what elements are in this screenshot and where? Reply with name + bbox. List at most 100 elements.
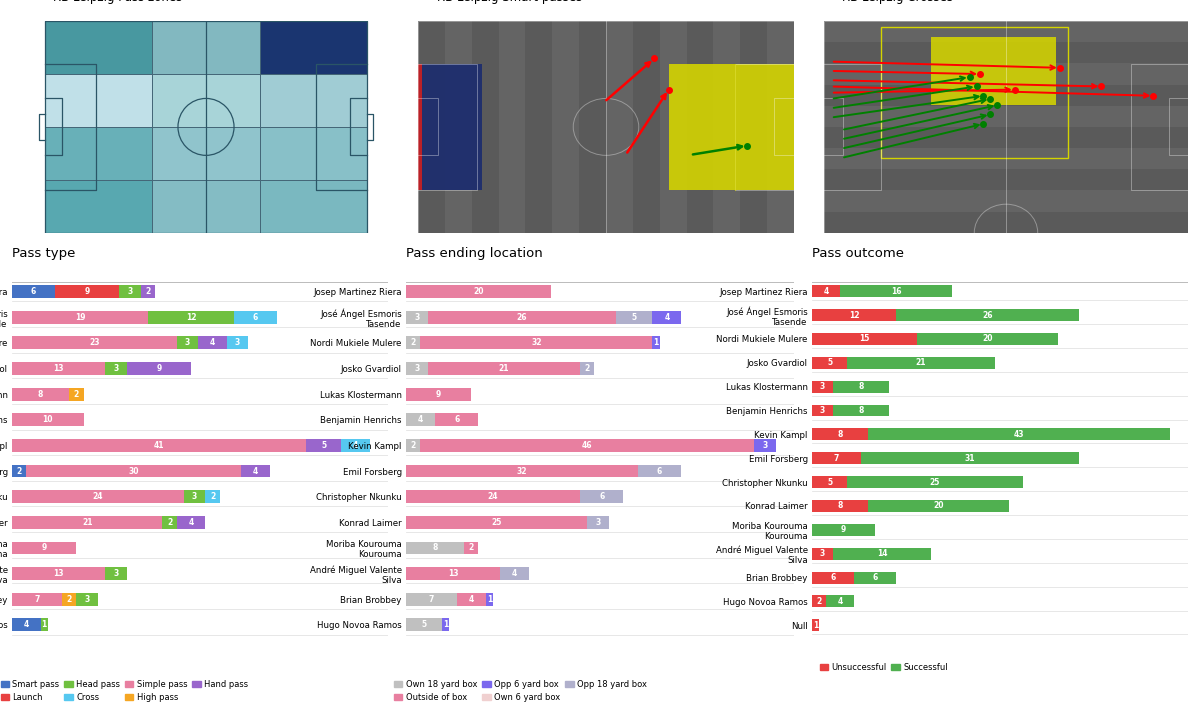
Text: 6: 6 (830, 573, 835, 582)
Bar (234, 311, 277, 324)
Text: 25: 25 (491, 518, 502, 527)
Text: 2: 2 (816, 597, 822, 606)
Bar (767, 21, 794, 233)
Bar (740, 21, 767, 233)
Bar (472, 21, 498, 233)
Text: 32: 32 (532, 338, 541, 348)
Bar (126, 362, 191, 375)
Bar (653, 311, 682, 324)
Text: 20: 20 (934, 501, 943, 510)
Bar (406, 286, 551, 298)
Text: 3: 3 (84, 595, 90, 603)
Bar (70, 388, 84, 400)
Bar (526, 21, 552, 233)
Text: 19: 19 (74, 313, 85, 321)
Text: 1: 1 (42, 620, 47, 630)
Text: 2: 2 (17, 467, 22, 476)
Text: 3: 3 (414, 364, 420, 373)
Bar (12, 439, 306, 452)
Bar (812, 286, 840, 297)
Bar (12, 286, 55, 298)
Text: 2: 2 (167, 518, 172, 527)
Bar (896, 309, 1079, 321)
Bar (824, 106, 1188, 127)
Bar (120, 286, 140, 298)
Text: 9: 9 (841, 525, 846, 534)
Bar (406, 516, 587, 529)
Bar (41, 618, 48, 631)
Bar (12, 388, 70, 400)
Bar (812, 381, 833, 393)
Bar (106, 362, 126, 375)
Text: 6: 6 (872, 573, 878, 582)
Bar (406, 311, 427, 324)
Bar (12, 541, 77, 554)
Bar (824, 212, 1188, 233)
Text: 1: 1 (487, 595, 492, 603)
Bar (227, 336, 248, 349)
Bar (457, 593, 486, 606)
Bar (498, 21, 526, 233)
Bar (931, 37, 1056, 105)
Bar (917, 333, 1057, 345)
Bar (418, 21, 445, 233)
Text: 2: 2 (145, 287, 151, 296)
Bar (824, 42, 1188, 63)
Bar (754, 439, 775, 452)
Bar (12, 311, 148, 324)
Bar (406, 490, 580, 503)
Bar (162, 516, 176, 529)
Bar (427, 311, 616, 324)
Bar (714, 21, 740, 233)
Text: 4: 4 (823, 287, 829, 295)
Bar (46, 74, 152, 127)
Bar (406, 388, 472, 400)
Bar (826, 596, 854, 608)
Text: 4: 4 (838, 597, 842, 606)
Bar (406, 618, 443, 631)
Bar (881, 27, 1068, 158)
Text: 12: 12 (186, 313, 197, 321)
Bar (445, 21, 472, 233)
Text: 2: 2 (410, 441, 416, 450)
Bar (812, 405, 833, 417)
Bar (500, 568, 529, 580)
Bar (824, 148, 1188, 169)
Text: RB Leipzig Smart passes: RB Leipzig Smart passes (437, 0, 582, 4)
Text: 12: 12 (848, 310, 859, 319)
Bar (833, 381, 889, 393)
Text: 20: 20 (473, 287, 484, 296)
Bar (62, 593, 77, 606)
Text: 43: 43 (1014, 430, 1025, 439)
Text: 6: 6 (253, 313, 258, 321)
Bar (176, 336, 198, 349)
Bar (406, 465, 638, 477)
Text: 4: 4 (468, 595, 474, 603)
Text: 13: 13 (53, 569, 64, 578)
Bar (406, 568, 500, 580)
Bar (824, 190, 1188, 212)
Text: 3: 3 (127, 287, 133, 296)
Text: 5: 5 (320, 441, 326, 450)
Bar (552, 21, 580, 233)
Bar (198, 336, 227, 349)
Text: 6: 6 (454, 415, 460, 424)
Bar (152, 74, 259, 127)
Text: 8: 8 (838, 501, 842, 510)
Bar (406, 362, 427, 375)
Bar (824, 21, 1188, 42)
Bar (427, 362, 580, 375)
Bar (580, 21, 606, 233)
Bar (306, 439, 342, 452)
Bar (812, 357, 847, 369)
Bar (833, 405, 889, 417)
Text: 4: 4 (512, 569, 517, 578)
Text: 4: 4 (418, 415, 424, 424)
Bar (638, 465, 682, 477)
Bar (486, 593, 493, 606)
Text: 14: 14 (877, 549, 888, 558)
Bar (420, 336, 653, 349)
Text: 3: 3 (820, 382, 826, 391)
Bar (824, 85, 1188, 106)
Legend: Own 18 yard box, Outside of box, Opp 6 yard box, Own 6 yard box, Opp 18 yard box: Own 18 yard box, Outside of box, Opp 6 y… (391, 677, 650, 705)
